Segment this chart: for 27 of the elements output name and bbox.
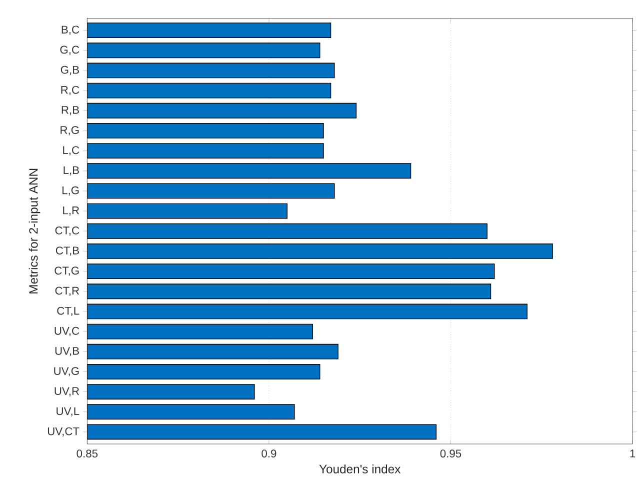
y-tick-label: UV,C (54, 327, 80, 336)
y-tick-label: UV,B (55, 347, 79, 356)
y-axis-title: Metrics for 2-input ANN (28, 169, 40, 294)
y-tick-label: R,B (62, 106, 79, 116)
y-tick-label: UV,G (54, 367, 79, 376)
y-tick-label: CT,L (57, 307, 80, 316)
y-tick-label: L,R (63, 206, 80, 216)
y-tick-label: UV,R (54, 387, 80, 396)
x-tick-label: 0.85 (76, 450, 98, 458)
x-tick-label: 1 (630, 450, 636, 458)
y-tick-label: R,C (61, 86, 80, 96)
y-tick-label: G,C (60, 46, 80, 56)
y-tick-label: UV,L (56, 407, 80, 417)
x-axis-title: Youden's index (319, 464, 401, 474)
y-tick-label: CT,B (56, 246, 79, 256)
x-tick-label: 0.9 (262, 450, 276, 458)
y-tick-label: L,C (63, 146, 80, 156)
x-tick-label: 0.95 (440, 450, 462, 458)
y-tick-label: L,G (62, 186, 79, 196)
y-tick-label: B,C (62, 26, 80, 36)
y-tick-label: G,B (60, 66, 79, 76)
y-tick-label: L,B (64, 166, 79, 176)
y-tick-label: R,G (60, 126, 79, 136)
y-tick-label: CT,R (55, 286, 80, 296)
y-tick-label: CT,G (54, 266, 79, 276)
y-tick-label: UV,CT (48, 427, 80, 437)
y-tick-label: CT,C (55, 226, 80, 236)
